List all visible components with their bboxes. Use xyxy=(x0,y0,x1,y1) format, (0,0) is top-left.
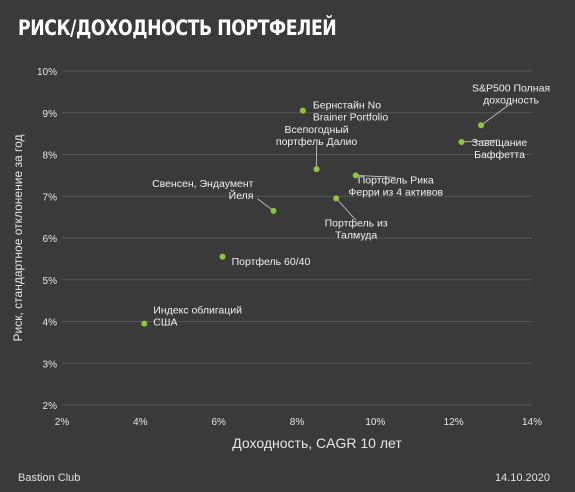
y-tick-label: 8% xyxy=(43,151,58,162)
y-tick-label: 9% xyxy=(43,109,58,120)
point-label: Бернстайн No Brainer Portfolio xyxy=(313,100,388,124)
date-label: 14.10.2020 xyxy=(494,472,550,484)
y-tick-label: 3% xyxy=(43,359,58,370)
point-label: Портфель 60/40 xyxy=(232,256,311,268)
point-label: S&P500 Полная доходность xyxy=(472,82,550,106)
point-label: Всепогодный портфель Далио xyxy=(276,124,358,148)
leader-line xyxy=(480,102,512,126)
y-tick-label: 7% xyxy=(43,192,58,203)
leader-line xyxy=(335,198,357,221)
y-tick-label: 4% xyxy=(43,318,58,329)
x-tick-label: 12% xyxy=(444,417,464,428)
data-point xyxy=(478,122,485,129)
source-label: Bastion Club xyxy=(18,472,81,484)
leader-line xyxy=(461,139,500,143)
data-point xyxy=(219,253,226,260)
x-axis-label: Доходность, CAGR 10 лет xyxy=(232,435,402,451)
data-point xyxy=(299,107,306,114)
y-tick-label: 2% xyxy=(43,401,58,412)
x-tick-label: 14% xyxy=(522,417,542,428)
x-tick-label: 8% xyxy=(290,417,305,428)
data-point xyxy=(141,320,148,327)
point-label: Портфель Рика Ферри из 4 активов xyxy=(348,174,443,198)
leader-line xyxy=(355,174,396,178)
point-label: Портфель из Талмуда xyxy=(325,217,388,241)
point-label: Индекс облигаций США xyxy=(153,305,242,329)
point-label: Завещание Баффетта xyxy=(472,137,528,161)
x-tick-label: 2% xyxy=(55,417,70,428)
data-point xyxy=(458,138,465,145)
y-tick-label: 5% xyxy=(43,276,58,287)
data-point xyxy=(270,207,277,214)
page-title: РИСК/ДОХОДНОСТЬ ПОРТФЕЛЕЙ xyxy=(18,16,337,40)
y-tick-label: 6% xyxy=(43,234,58,245)
data-point xyxy=(352,172,359,179)
x-tick-label: 6% xyxy=(211,417,226,428)
x-tick-label: 4% xyxy=(133,417,148,428)
data-point xyxy=(333,195,340,202)
y-tick-label: 10% xyxy=(37,67,57,78)
point-label: Свенсен, Эндаумент Йеля xyxy=(152,178,254,202)
leader-line xyxy=(257,198,274,212)
data-point xyxy=(313,166,320,173)
x-tick-label: 10% xyxy=(365,417,385,428)
y-axis-label: Риск, стандартное отклонение за год xyxy=(11,135,25,342)
